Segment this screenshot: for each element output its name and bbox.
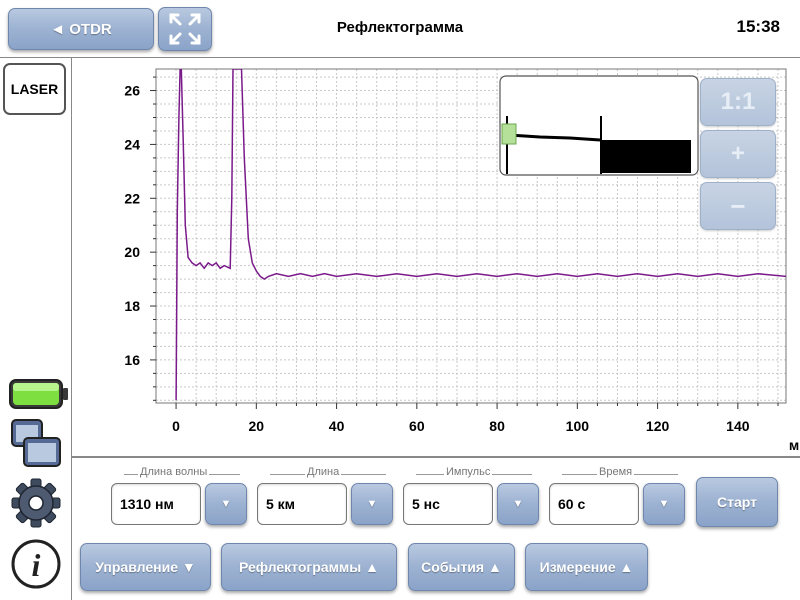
pulse-label: Импульс xyxy=(444,466,493,478)
back-otdr-button[interactable]: ◄ OTDR xyxy=(8,8,154,50)
wavelength-dropdown-button[interactable]: ▼ xyxy=(205,483,247,525)
y-tick-label: 22 xyxy=(124,190,140,206)
x-tick-label: 140 xyxy=(726,418,750,434)
settings-gear-icon[interactable] xyxy=(10,477,62,529)
menu-events-button[interactable]: События ▲ xyxy=(408,543,515,591)
menu-measurement-button[interactable]: Измерение ▲ xyxy=(525,543,648,591)
fullscreen-button[interactable] xyxy=(158,7,212,51)
left-toolbar xyxy=(0,58,72,600)
y-tick-label: 16 xyxy=(124,352,140,368)
time-label: Время xyxy=(597,466,635,478)
length-dropdown-button[interactable]: ▼ xyxy=(351,483,393,525)
chevron-down-icon: ▼ xyxy=(512,498,524,510)
time-dropdown-button[interactable]: ▼ xyxy=(643,483,685,525)
chevron-down-icon: ▼ xyxy=(220,498,232,510)
overview-trace xyxy=(508,133,601,142)
menu-traces-button[interactable]: Рефлектограммы ▲ xyxy=(221,543,397,591)
length-label: Длина xyxy=(305,466,342,478)
overview-viewport-marker xyxy=(501,123,517,145)
menu-control-button[interactable]: Управление ▼ xyxy=(80,543,211,591)
expand-arrows-icon xyxy=(169,13,201,45)
zoom-in-button[interactable]: + xyxy=(700,130,776,178)
pulse-field[interactable]: 5 нс xyxy=(403,483,493,525)
x-tick-label: 0 xyxy=(172,418,180,434)
x-tick-label: 40 xyxy=(329,418,345,434)
start-button[interactable]: Старт xyxy=(696,477,778,527)
wavelength-field[interactable]: 1310 нм xyxy=(111,483,201,525)
laser-button[interactable]: LASER xyxy=(3,63,66,115)
zoom-reset-button[interactable]: 1:1 xyxy=(700,78,776,126)
settings-panel xyxy=(72,456,800,600)
y-tick-label: 26 xyxy=(124,83,140,99)
chevron-down-icon: ▼ xyxy=(366,498,378,510)
wavelength-label: Длина волны xyxy=(138,466,210,478)
clock: 15:38 xyxy=(736,17,780,36)
y-tick-label: 18 xyxy=(124,298,140,314)
plot-frame xyxy=(155,68,787,404)
x-tick-label: 100 xyxy=(566,418,590,434)
header-bar: ◄ OTDR Рефлектограмма 15:38 xyxy=(0,0,800,58)
x-tick-label: 80 xyxy=(489,418,505,434)
x-tick-label: 60 xyxy=(409,418,425,434)
reflectogram-chart[interactable]: 0 20 40 60 80 100 120 140 16 18 20 22 24 26 м xyxy=(72,58,800,456)
battery-icon xyxy=(9,379,68,409)
info-icon[interactable]: i xyxy=(10,538,62,590)
overview-noise-block xyxy=(602,140,691,173)
page-title: Рефлектограмма xyxy=(336,19,464,36)
trace-line xyxy=(175,69,786,401)
y-tick-label: 20 xyxy=(124,244,140,260)
windows-icon[interactable] xyxy=(10,418,64,470)
length-field[interactable]: 5 км xyxy=(257,483,347,525)
chevron-down-icon: ▼ xyxy=(658,498,670,510)
x-tick-label: 20 xyxy=(249,418,265,434)
pulse-dropdown-button[interactable]: ▼ xyxy=(497,483,539,525)
y-tick-label: 24 xyxy=(124,136,140,152)
svg-text:i: i xyxy=(32,547,41,583)
x-unit-label: м xyxy=(789,437,799,453)
x-tick-label: 120 xyxy=(646,418,670,434)
zoom-out-button[interactable]: − xyxy=(700,182,776,230)
time-field[interactable]: 60 с xyxy=(549,483,639,525)
